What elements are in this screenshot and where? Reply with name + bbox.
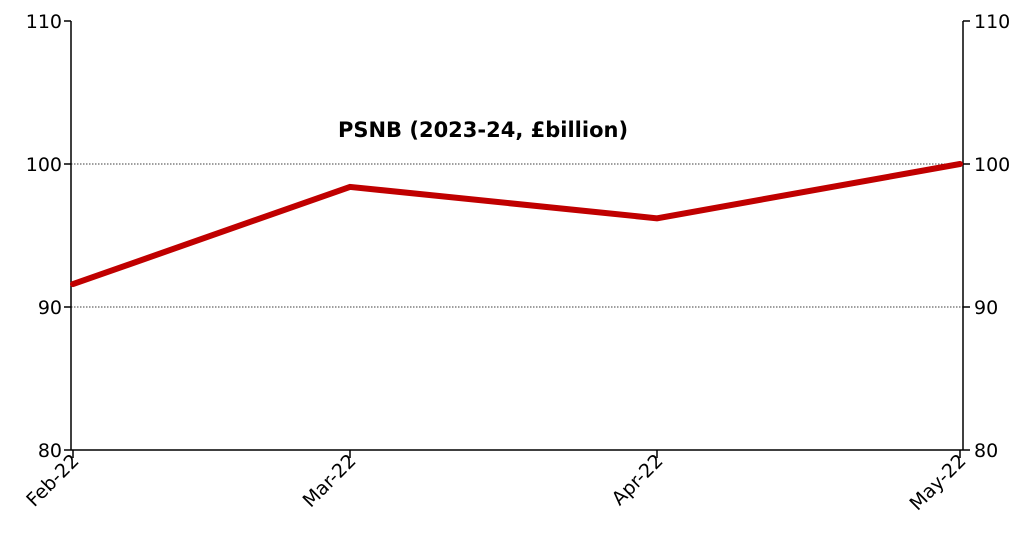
x-tick-label: Mar-22 (299, 450, 361, 512)
y-tick-label-left: 80 (38, 440, 62, 462)
chart-title: PSNB (2023-24, £billion) (338, 118, 628, 142)
y-tick-label-right: 80 (974, 440, 998, 462)
x-tick-label: May-22 (905, 450, 970, 515)
axes (64, 20, 970, 458)
y-tick-label-right: 90 (974, 297, 998, 319)
y-tick-label-left: 100 (26, 154, 62, 176)
y-tick-label-right: 100 (974, 154, 1010, 176)
y-tick-label-left: 110 (26, 11, 62, 33)
series-line-0 (70, 161, 963, 288)
x-tick-label: Apr-22 (608, 450, 668, 510)
series-layer (70, 161, 963, 288)
y-tick-label-right: 110 (974, 11, 1010, 33)
y-tick-label-left: 90 (38, 297, 62, 319)
